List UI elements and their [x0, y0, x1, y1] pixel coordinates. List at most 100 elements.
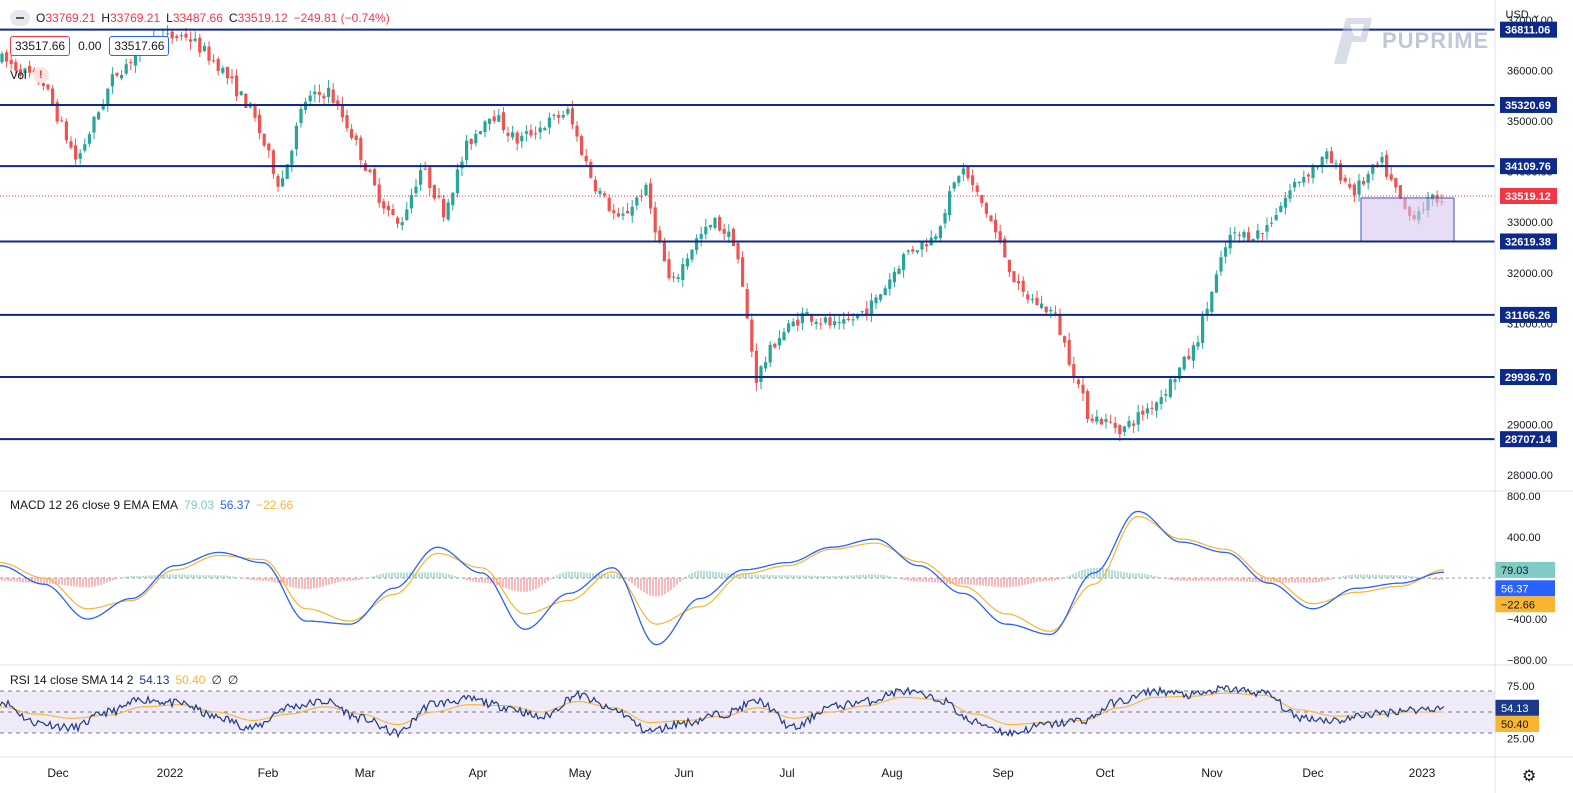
candle-body	[685, 258, 689, 267]
warning-icon[interactable]: !	[32, 67, 49, 83]
candle-body	[833, 321, 837, 326]
macd-pane[interactable]: 800.00 400.00 −400.00 −800.00 79.03 56.37 −22.…	[0, 491, 1555, 667]
candle-body	[55, 102, 59, 122]
rsi-legend[interactable]: RSI 14 close SMA 14 2 54.13 50.40 ∅ ∅	[10, 673, 238, 687]
rsi-null-2: ∅	[227, 673, 239, 687]
macd-legend[interactable]: MACD 12 26 close 9 EMA EMA 79.03 56.37 −…	[10, 498, 293, 512]
level-label: 31166.26	[1505, 310, 1550, 322]
candle-body	[851, 319, 855, 321]
candle-body	[616, 213, 620, 217]
candle-body	[994, 219, 998, 233]
candle-body	[253, 105, 257, 118]
brand-name: PUPRIME	[1382, 28, 1490, 53]
candle-body	[5, 52, 9, 62]
candle-body	[9, 59, 13, 64]
candle-body	[258, 114, 262, 134]
menu-icon[interactable]	[10, 10, 30, 26]
candle-body	[1375, 163, 1379, 165]
settings-gear-icon[interactable]: ⚙	[1522, 768, 1537, 785]
candle-body	[1035, 297, 1039, 306]
bid-ask-chips: 33517.66 0.00 33517.66	[10, 36, 170, 56]
level-label-bg	[1500, 158, 1557, 175]
candle-body	[1178, 367, 1182, 379]
candle-body	[1311, 166, 1315, 178]
candle-body	[474, 133, 478, 144]
volume-legend[interactable]: Vol !	[10, 67, 49, 83]
candle-body	[897, 268, 901, 274]
candle-body	[1072, 364, 1076, 379]
candle-body	[350, 128, 354, 139]
candle-body	[543, 127, 547, 131]
candle-body	[87, 134, 91, 144]
time-axis-tick: Jul	[779, 766, 794, 780]
candle-body	[515, 132, 519, 144]
time-axis-tick: Jun	[674, 766, 693, 780]
candle-body	[860, 311, 864, 313]
ohlc-legend: O 33769.21 H 33769.21 L 33487.66 C 33519.12 …	[10, 8, 390, 28]
candle-body	[800, 312, 804, 324]
candle-body	[216, 58, 220, 72]
candle-body	[106, 88, 110, 105]
candle-body	[915, 250, 919, 253]
candle-body	[547, 117, 551, 128]
rsi-axis-tick: 75.00	[1507, 681, 1535, 693]
candle-body	[497, 115, 501, 122]
candle-body	[768, 344, 772, 363]
candle-body	[1003, 238, 1007, 258]
candle-body	[971, 175, 975, 185]
candle-body	[313, 91, 317, 95]
candle-body	[883, 288, 887, 296]
candle-body	[1398, 185, 1402, 199]
candle-body	[41, 83, 45, 86]
candle-body	[520, 135, 524, 142]
candle-body	[626, 210, 630, 214]
candle-body	[432, 185, 436, 199]
candle-body	[1136, 412, 1140, 425]
price-axis-tick: 35000.00	[1507, 116, 1553, 128]
candle-body	[299, 108, 303, 123]
candle-body	[460, 161, 464, 169]
candle-body	[492, 116, 496, 122]
macd-title: MACD 12 26 close 9 EMA EMA	[10, 498, 179, 512]
candle-body	[1394, 178, 1398, 188]
candle-body	[193, 38, 197, 41]
time-axis-tick: May	[569, 766, 592, 780]
candle-body	[23, 68, 27, 74]
candle-body	[262, 133, 266, 146]
candle-body	[1076, 379, 1080, 385]
time-axis-tick: Sep	[992, 766, 1014, 780]
candle-body	[713, 217, 717, 228]
buy-price-chip[interactable]: 33517.66	[109, 36, 170, 56]
candle-body	[1279, 206, 1283, 213]
candle-body	[1247, 232, 1251, 241]
spread-chip: 0.00	[76, 36, 104, 56]
level-label: 32619.38	[1505, 236, 1551, 248]
price-pane[interactable]: 28000.0029000.0030000.0031000.0032000.00…	[0, 15, 1557, 482]
candle-body	[225, 66, 229, 79]
time-axis[interactable]: Dec 2022 Feb Mar Apr May Jun Jul Aug Sep Oct Nov Dec…	[47, 766, 1435, 780]
macd-value-label: 56.37	[1501, 583, 1529, 595]
candle-body	[120, 75, 124, 79]
candle-body	[359, 137, 363, 161]
candle-body	[184, 33, 188, 38]
candle-body	[317, 91, 321, 95]
candle-body	[1168, 379, 1172, 398]
macd-hist-value: 79.03	[184, 498, 215, 512]
currency-selector[interactable]: USD ⌄	[1505, 9, 1542, 21]
candle-body	[1049, 309, 1053, 312]
candle-body	[1380, 156, 1384, 163]
macd-value-label-bg	[1495, 596, 1555, 613]
candle-body	[166, 33, 170, 35]
sell-price-chip[interactable]: 33517.66	[10, 36, 71, 56]
candle-body	[580, 136, 584, 155]
candle-body	[1325, 151, 1329, 160]
rsi-value: 54.13	[139, 673, 170, 687]
candle-body	[451, 192, 455, 206]
rsi-pane[interactable]: 75.00 25.00 54.13 50.40	[0, 681, 1539, 746]
price-axis-tick: 29000.00	[1507, 419, 1553, 431]
rsi-axis-tick: 25.00	[1507, 733, 1535, 745]
candle-body	[1164, 394, 1168, 396]
time-axis-tick: 2022	[157, 766, 184, 780]
candle-body	[534, 133, 538, 135]
